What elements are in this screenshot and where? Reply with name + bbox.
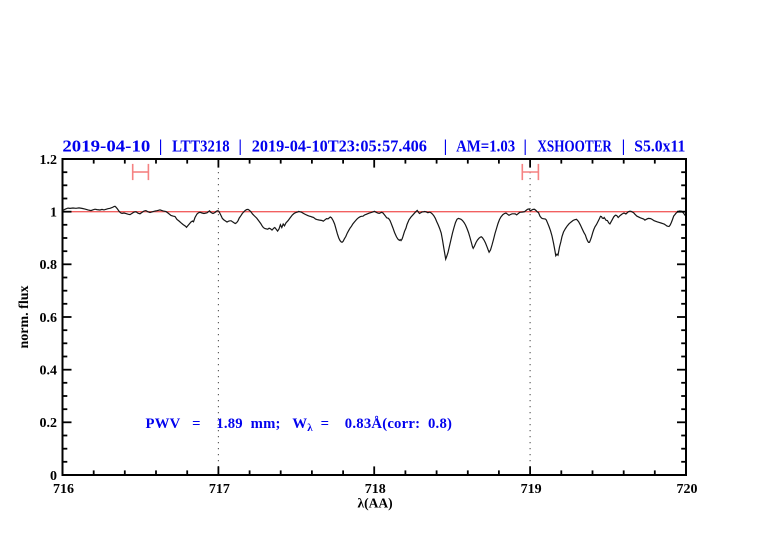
- svg-text:716: 716: [53, 482, 74, 497]
- svg-text:717: 717: [209, 482, 230, 497]
- svg-text:2019-04-10T23:05:57.406: 2019-04-10T23:05:57.406: [252, 137, 427, 156]
- svg-text:0.8: 0.8: [40, 258, 58, 273]
- svg-text:|: |: [523, 137, 527, 156]
- svg-text:1: 1: [50, 206, 57, 221]
- svg-text:|: |: [622, 137, 626, 156]
- svg-text:0.6: 0.6: [40, 311, 58, 326]
- svg-text:|: |: [238, 137, 242, 156]
- svg-text:|: |: [159, 137, 163, 156]
- svg-text:AM=1.03: AM=1.03: [456, 137, 515, 156]
- svg-text:719: 719: [521, 482, 542, 497]
- svg-text:720: 720: [677, 482, 698, 497]
- svg-text:XSHOOTER: XSHOOTER: [537, 137, 612, 156]
- svg-text:2019-04-10: 2019-04-10: [62, 137, 150, 156]
- svg-text:PWV = 1.89 mm; Wλ =: PWV = 1.89 mm; Wλ = 0.83Å(corr: 0.8): [146, 416, 453, 434]
- svg-text:1.2: 1.2: [40, 153, 58, 168]
- svg-text:norm. flux: norm. flux: [17, 286, 32, 349]
- svg-text:LTT3218: LTT3218: [172, 137, 230, 156]
- svg-text:0: 0: [50, 469, 57, 484]
- svg-text:|: |: [444, 137, 448, 156]
- svg-text:S5.0x11: S5.0x11: [634, 137, 685, 156]
- svg-text:λ(AA): λ(AA): [357, 496, 392, 511]
- svg-text:0.2: 0.2: [40, 416, 58, 431]
- svg-text:718: 718: [365, 482, 386, 497]
- svg-text:0.4: 0.4: [40, 364, 58, 379]
